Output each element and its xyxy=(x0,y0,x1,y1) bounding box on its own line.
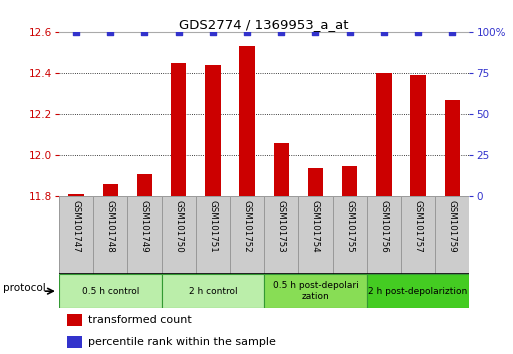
Point xyxy=(209,29,217,35)
Bar xyxy=(127,196,162,274)
Bar xyxy=(332,196,367,274)
Text: 2 h control: 2 h control xyxy=(189,287,237,296)
Text: GSM101753: GSM101753 xyxy=(277,200,286,252)
Bar xyxy=(103,184,118,196)
Text: GSM101750: GSM101750 xyxy=(174,200,183,252)
Bar xyxy=(137,174,152,196)
Bar xyxy=(264,274,367,308)
Text: GSM101751: GSM101751 xyxy=(208,200,218,252)
Bar xyxy=(59,274,162,308)
Bar xyxy=(162,274,264,308)
Point xyxy=(414,29,422,35)
Point xyxy=(346,29,354,35)
Text: GSM101752: GSM101752 xyxy=(243,200,251,252)
Text: 2 h post-depolariztion: 2 h post-depolariztion xyxy=(368,287,468,296)
Bar xyxy=(67,314,82,326)
Point xyxy=(174,29,183,35)
Bar xyxy=(162,196,196,274)
Bar xyxy=(410,75,426,196)
Point xyxy=(311,29,320,35)
Text: GSM101747: GSM101747 xyxy=(72,200,81,252)
Title: GDS2774 / 1369953_a_at: GDS2774 / 1369953_a_at xyxy=(180,18,349,31)
Bar xyxy=(401,196,435,274)
Text: transformed count: transformed count xyxy=(88,315,191,325)
Bar xyxy=(67,336,82,348)
Point xyxy=(141,29,149,35)
Bar xyxy=(264,196,299,274)
Point xyxy=(277,29,285,35)
Text: GSM101754: GSM101754 xyxy=(311,200,320,252)
Point xyxy=(448,29,457,35)
Text: 0.5 h control: 0.5 h control xyxy=(82,287,139,296)
Bar xyxy=(273,143,289,196)
Bar xyxy=(308,168,323,196)
Text: GSM101759: GSM101759 xyxy=(448,200,457,252)
Bar xyxy=(367,196,401,274)
Bar xyxy=(367,274,469,308)
Bar xyxy=(376,73,391,196)
Bar xyxy=(59,196,93,274)
Bar xyxy=(68,194,84,196)
Text: protocol: protocol xyxy=(3,283,46,293)
Text: GSM101748: GSM101748 xyxy=(106,200,115,252)
Text: 0.5 h post-depolari
zation: 0.5 h post-depolari zation xyxy=(272,281,359,301)
Text: GSM101749: GSM101749 xyxy=(140,200,149,252)
Text: percentile rank within the sample: percentile rank within the sample xyxy=(88,337,275,347)
Point xyxy=(72,29,80,35)
Text: GSM101756: GSM101756 xyxy=(380,200,388,252)
Bar xyxy=(445,100,460,196)
Bar xyxy=(93,196,127,274)
Bar xyxy=(342,166,358,196)
Point xyxy=(106,29,114,35)
Point xyxy=(380,29,388,35)
Bar xyxy=(205,65,221,196)
Bar xyxy=(230,196,264,274)
Bar xyxy=(435,196,469,274)
Bar xyxy=(171,63,186,196)
Bar xyxy=(299,196,332,274)
Text: GSM101755: GSM101755 xyxy=(345,200,354,252)
Text: GSM101757: GSM101757 xyxy=(413,200,423,252)
Point xyxy=(243,29,251,35)
Bar xyxy=(240,46,255,196)
Bar xyxy=(196,196,230,274)
